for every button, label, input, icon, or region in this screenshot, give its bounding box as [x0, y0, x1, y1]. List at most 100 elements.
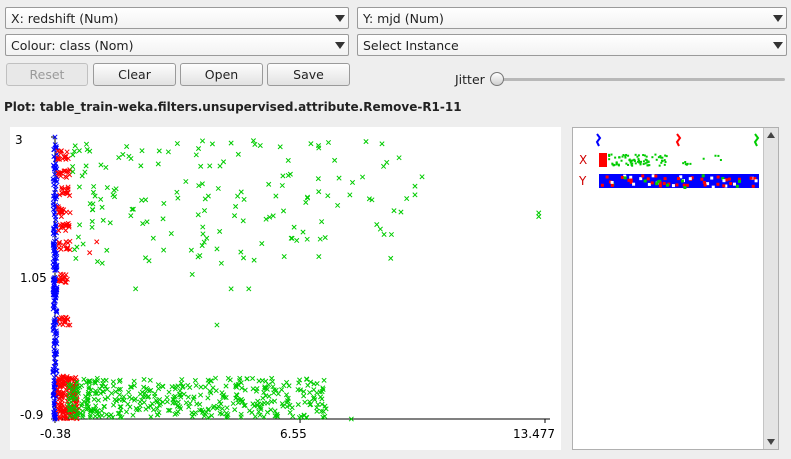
data-point-class2: [57, 415, 63, 421]
data-point-class3: [190, 396, 197, 402]
data-point-class1: [52, 259, 58, 265]
scroll-down-icon[interactable]: [767, 439, 775, 445]
data-point-class3: [174, 140, 180, 147]
data-point-class3: [279, 401, 285, 407]
chevron-down-icon[interactable]: [770, 35, 786, 55]
data-point-class3: [72, 247, 78, 253]
data-point-class3: [347, 192, 353, 198]
data-point-class3: [124, 143, 130, 150]
y-bar-point: [732, 182, 736, 186]
data-point-class2: [73, 374, 79, 381]
data-point-class3: [242, 402, 248, 408]
data-point-class3: [335, 202, 341, 208]
y-bar-point: [610, 180, 614, 184]
save-button[interactable]: Save: [267, 63, 350, 86]
data-point: [189, 271, 195, 277]
data-point-class3: [233, 203, 239, 210]
colour-select[interactable]: Colour: class (Nom): [5, 34, 349, 56]
chevron-down-icon[interactable]: [332, 35, 348, 55]
data-point-class3: [204, 235, 210, 241]
data-point-class1: [53, 286, 60, 292]
data-point-class3: [100, 377, 106, 383]
y-bar-point: [629, 175, 633, 179]
x-axis-select[interactable]: X: redshift (Num): [5, 7, 349, 29]
x-tick-label: -0.38: [40, 427, 72, 441]
data-point-class3: [147, 377, 153, 383]
data-point-class3: [291, 224, 297, 230]
data-point-class3: [296, 380, 302, 386]
data-point-class3: [67, 413, 73, 419]
data-point-class2: [62, 168, 68, 174]
data-point-class3: [336, 175, 342, 181]
y-bar-point: [753, 176, 757, 180]
data-point-class1: [51, 331, 58, 337]
data-point-class3: [107, 220, 113, 226]
data-point-class3: [218, 260, 224, 266]
y-bar-point: [623, 176, 627, 180]
data-point-class3: [231, 213, 238, 219]
x-bar-point: [645, 159, 648, 162]
x-bar-point: [660, 159, 663, 162]
data-point-class3: [161, 200, 167, 207]
x-bar-point: [615, 161, 618, 164]
data-point-class3: [136, 406, 142, 413]
data-point-class3: [92, 378, 98, 384]
data-point-class3: [78, 403, 85, 409]
data-point-class3: [71, 148, 77, 154]
data-point-class1: [51, 298, 57, 304]
attribute-overview-panel[interactable]: X Y: [572, 127, 779, 450]
data-point-class3: [195, 254, 201, 260]
y-bar-point: [629, 178, 633, 182]
y-bar-point: [682, 183, 686, 187]
data-point-class3: [200, 409, 206, 415]
data-point-class3: [301, 413, 307, 419]
data-point-class3: [146, 388, 152, 394]
data-point-class3: [141, 384, 147, 390]
data-point-class3: [202, 384, 208, 390]
scroll-up-icon[interactable]: [767, 132, 775, 138]
chevron-down-icon[interactable]: [770, 8, 786, 28]
data-point-class3: [261, 400, 268, 406]
data-point-class1: [51, 393, 57, 399]
x-bar-point: [614, 156, 617, 159]
jitter-slider-thumb[interactable]: [490, 72, 504, 86]
data-point-class3: [105, 395, 111, 401]
data-point-class3: [140, 221, 146, 227]
y-bar-point: [663, 177, 667, 181]
x-bar-point: [624, 156, 627, 159]
data-point-class3: [92, 380, 98, 386]
data-point-class3: [109, 390, 115, 396]
instance-select[interactable]: Select Instance: [357, 34, 787, 56]
data-point-class1: [53, 308, 59, 314]
y-axis-select[interactable]: Y: mjd (Num): [357, 7, 787, 29]
data-point-class3: [199, 181, 205, 187]
jitter-slider-track[interactable]: [495, 78, 785, 81]
x-bar-point: [637, 158, 640, 161]
x-bar-point: [617, 163, 620, 166]
x-bar-point: [682, 162, 685, 165]
data-point-class3: [263, 216, 269, 222]
data-point-class3: [200, 224, 206, 230]
y-bar-point: [721, 177, 725, 181]
data-point-class3: [172, 383, 178, 390]
x-bar-point: [625, 153, 628, 156]
data-point: [129, 206, 135, 212]
chevron-down-icon[interactable]: [332, 8, 348, 28]
data-point-class3: [316, 254, 322, 260]
x-bar-point: [684, 161, 687, 164]
data-point-class3: [177, 388, 183, 394]
scatter-plot[interactable]: 3 1.05 -0.9 -0.38 6.55 13.477: [10, 127, 561, 450]
data-point-class3: [88, 407, 94, 413]
data-point-class1: [53, 295, 59, 301]
y-bar-point: [600, 183, 604, 187]
clear-button[interactable]: Clear: [93, 63, 176, 86]
data-point-class3: [275, 391, 281, 397]
vertical-scrollbar[interactable]: [763, 128, 778, 449]
data-point-class1: [53, 177, 59, 183]
data-point-class3: [240, 255, 247, 261]
open-button[interactable]: Open: [180, 63, 263, 86]
reset-button[interactable]: Reset: [6, 63, 88, 86]
data-point-class3: [280, 208, 287, 214]
data-point-class3: [214, 405, 220, 411]
data-point-class3: [259, 241, 265, 247]
